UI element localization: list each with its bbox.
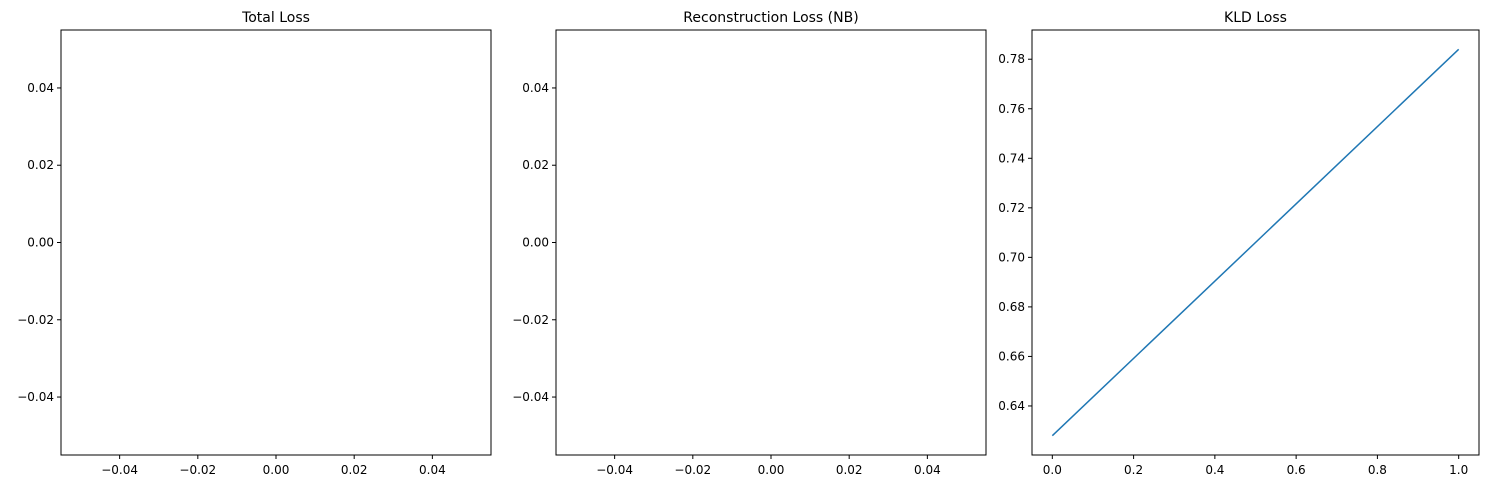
chart-title: Reconstruction Loss (NB) [683, 10, 858, 26]
y-tick-label: 0.02 [522, 158, 549, 172]
x-tick-label: 0.2 [1124, 463, 1143, 477]
y-tick-label: −0.02 [17, 313, 54, 327]
subplot-1: Total Loss −0.04 −0.02 0.00 0.02 0.04 −0.04 −0.… [17, 10, 492, 477]
y-tick-label: 0.68 [998, 300, 1025, 314]
x-tick-label: −0.02 [674, 463, 711, 477]
x-tick-label: 1.0 [1449, 463, 1468, 477]
x-tick-label: 0.02 [341, 463, 368, 477]
x-tick-label: 0.4 [1205, 463, 1224, 477]
y-tick-label: 0.74 [998, 151, 1025, 165]
y-tick-label: 0.70 [998, 250, 1025, 264]
x-tick-label: 0.8 [1368, 463, 1387, 477]
x-tick-label: 0.04 [419, 463, 446, 477]
y-tick-label: −0.04 [17, 390, 54, 404]
y-tick-label: 0.72 [998, 201, 1025, 215]
y-tick-label: 0.66 [998, 349, 1025, 363]
subplot-3: KLD Loss 0.0 0.2 0.4 0.6 0.8 1.0 0.64 0.66 0.68 0.… [998, 10, 1480, 477]
y-tick-label: 0.04 [27, 81, 54, 95]
chart-title: Total Loss [241, 10, 310, 26]
y-tick-label: 0.04 [522, 81, 549, 95]
axes-frame [60, 29, 492, 456]
x-tick-label: 0.0 [1043, 463, 1062, 477]
subplot-2: Reconstruction Loss (NB) −0.04 −0.02 0.00 0.… [512, 10, 987, 477]
x-tick-label: 0.00 [263, 463, 290, 477]
y-tick-label: 0.64 [998, 399, 1025, 413]
axes-frame [555, 29, 987, 456]
x-tick-label: 0.6 [1287, 463, 1306, 477]
y-tick-label: 0.00 [27, 236, 54, 250]
y-tick-label: 0.00 [522, 236, 549, 250]
y-tick-label: −0.02 [512, 313, 549, 327]
y-tick-label: 0.78 [998, 52, 1025, 66]
series-line-1 [1051, 48, 1460, 437]
x-tick-label: 0.00 [758, 463, 785, 477]
x-tick-label: −0.04 [101, 463, 138, 477]
x-tick-label: 0.02 [836, 463, 863, 477]
x-tick-label: −0.02 [179, 463, 216, 477]
chart-title: KLD Loss [1224, 10, 1287, 26]
y-tick-label: 0.76 [998, 102, 1025, 116]
x-tick-label: 0.04 [914, 463, 941, 477]
axes-frame [1031, 29, 1480, 456]
x-tick-label: −0.04 [596, 463, 633, 477]
y-tick-label: 0.02 [27, 158, 54, 172]
y-tick-label: −0.04 [512, 390, 549, 404]
